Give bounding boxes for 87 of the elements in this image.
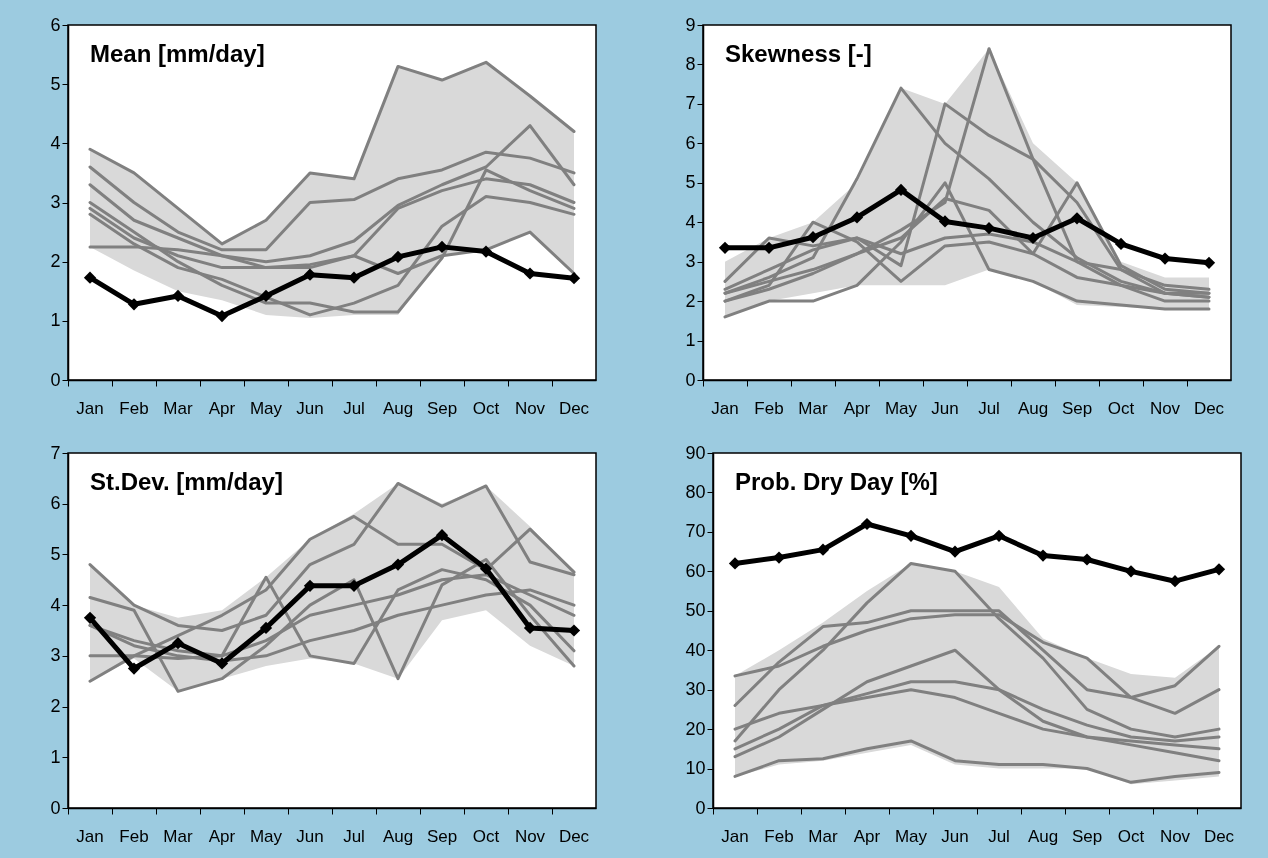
y-tick-label: 5	[50, 543, 61, 564]
x-tick-label: Mar	[163, 826, 193, 846]
x-tick-label: Aug	[382, 826, 414, 846]
y-tick-label: 1	[50, 310, 61, 331]
x-tick-label: Jun	[941, 826, 969, 846]
y-tick-label: 2	[50, 696, 61, 717]
y-tick-label: 4	[50, 132, 61, 153]
x-tick-label: Feb	[754, 398, 784, 418]
x-tick-label: Oct	[1107, 398, 1135, 418]
text: Prob. Dry Day [%]	[735, 468, 938, 495]
y-tick-label: 70	[685, 521, 706, 542]
y-tick-label: 6	[685, 132, 696, 153]
y-tick-label: 90	[685, 442, 706, 463]
x-tick-label: Dec	[1193, 398, 1225, 418]
x-tick-label: Jun	[296, 398, 324, 418]
x-tick-label: May	[249, 398, 283, 418]
x-tick-label: Jun	[296, 826, 324, 846]
y-tick-label: 7	[50, 442, 61, 463]
x-tick-label: Oct	[1117, 826, 1145, 846]
y-tick-label: 2	[50, 251, 61, 272]
x-tick-label: Nov	[514, 398, 546, 418]
x-tick-label: Sep	[1071, 826, 1103, 846]
y-tick-label: 0	[695, 797, 706, 818]
y-tick-label: 9	[685, 14, 696, 35]
x-tick-label: Feb	[764, 826, 794, 846]
y-tick-label: 80	[685, 481, 706, 502]
x-tick-label: Mar	[163, 398, 193, 418]
y-tick-label: 2	[685, 290, 696, 311]
x-tick-label: Mar	[798, 398, 828, 418]
y-tick-label: 7	[685, 93, 696, 114]
y-tick-label: 3	[50, 192, 61, 212]
y-tick-label: 6	[50, 14, 61, 35]
x-tick-label: May	[249, 826, 283, 846]
x-tick-label: Jun	[931, 398, 959, 418]
x-tick-label: Dec	[1203, 826, 1235, 846]
x-tick-label: Apr	[208, 826, 236, 846]
y-tick-label: 5	[50, 73, 61, 94]
y-tick-label: 5	[685, 172, 696, 193]
x-tick-label: Dec	[558, 398, 590, 418]
y-tick-label: 0	[50, 797, 61, 818]
x-tick-label: Feb	[119, 826, 149, 846]
x-tick-label: May	[894, 826, 928, 846]
x-tick-label: Apr	[853, 826, 881, 846]
x-tick-label: Aug	[382, 398, 414, 418]
x-tick-label: Jul	[343, 398, 365, 418]
y-tick-label: 0	[685, 369, 696, 390]
y-tick-label: 3	[685, 251, 696, 272]
x-tick-label: Oct	[472, 826, 500, 846]
x-tick-label: Feb	[119, 398, 149, 418]
x-tick-label: Dec	[558, 826, 590, 846]
x-tick-label: May	[884, 398, 918, 418]
x-tick-label: Jan	[721, 826, 749, 846]
x-tick-label: Jul	[988, 826, 1010, 846]
x-tick-label: Nov	[514, 826, 546, 846]
x-tick-label: Oct	[472, 398, 500, 418]
y-tick-label: 4	[50, 594, 61, 615]
x-tick-label: Jan	[76, 826, 104, 846]
y-tick-label: 30	[685, 679, 706, 700]
text: Mean [mm/day]	[90, 40, 265, 67]
y-tick-label: 1	[685, 330, 696, 351]
x-tick-label: Jan	[76, 398, 104, 418]
text: St.Dev. [mm/day]	[90, 468, 283, 495]
y-tick-label: 50	[685, 600, 706, 621]
y-tick-label: 40	[685, 639, 706, 660]
x-tick-label: Sep	[1061, 398, 1093, 418]
y-tick-label: 4	[685, 211, 696, 232]
x-tick-label: Aug	[1027, 826, 1059, 846]
x-tick-label: Nov	[1149, 398, 1181, 418]
x-tick-label: Mar	[808, 826, 838, 846]
x-tick-label: Jan	[711, 398, 739, 418]
y-tick-label: 10	[685, 758, 706, 779]
x-tick-label: Sep	[426, 398, 458, 418]
y-tick-label: 20	[685, 718, 706, 739]
y-tick-label: 6	[50, 493, 61, 514]
y-tick-label: 0	[50, 369, 61, 390]
x-tick-label: Apr	[843, 398, 871, 418]
x-tick-label: Sep	[426, 826, 458, 846]
x-tick-label: Jul	[343, 826, 365, 846]
x-tick-label: Jul	[978, 398, 1000, 418]
x-tick-label: Aug	[1017, 398, 1049, 418]
x-tick-label: Apr	[208, 398, 236, 418]
x-tick-label: Nov	[1159, 826, 1191, 846]
y-tick-label: 8	[685, 53, 696, 74]
y-tick-label: 1	[50, 746, 61, 767]
y-tick-label: 3	[50, 645, 61, 666]
text: Skewness [-]	[725, 40, 872, 67]
y-tick-label: 60	[685, 560, 706, 581]
